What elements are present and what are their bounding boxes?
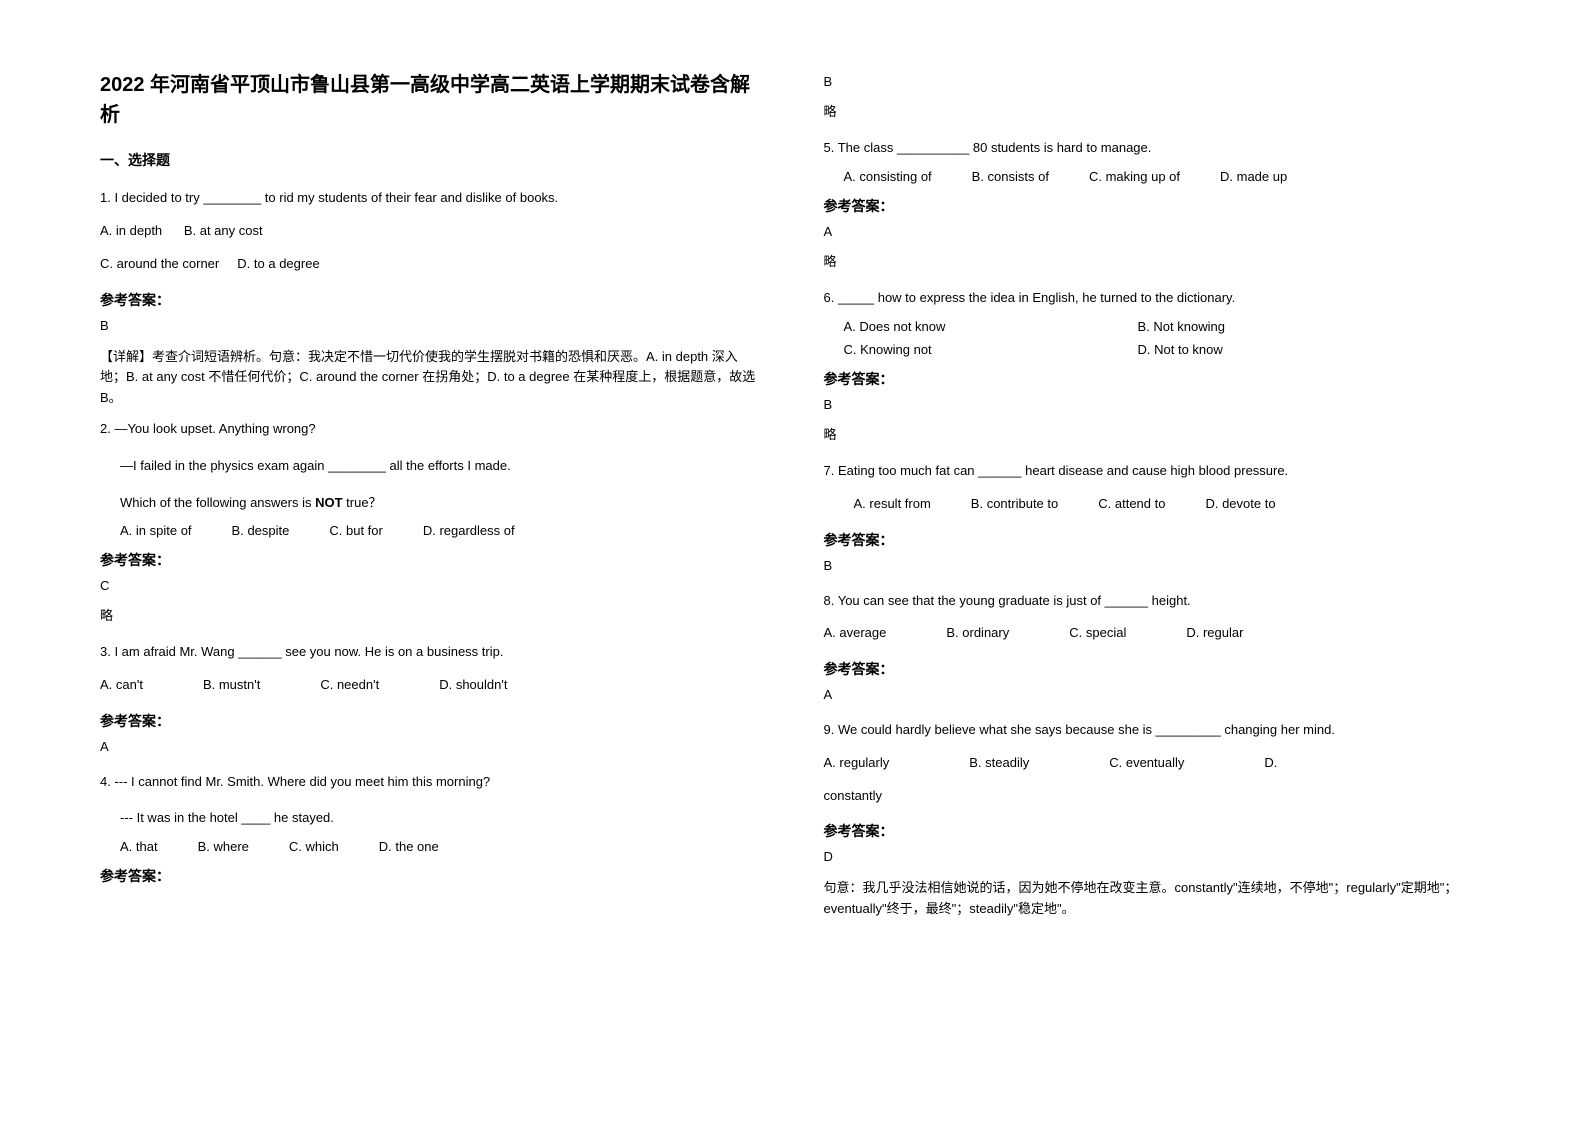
q1-explain: 【详解】考查介词短语辨析。句意：我决定不惜一切代价使我的学生摆脱对书籍的恐惧和厌… [100, 347, 764, 409]
q8-answer-label: 参考答案： [824, 659, 1488, 679]
question-4-line2: --- It was in the hotel ____ he stayed. [100, 808, 764, 829]
question-5-options: A. consisting of B. consists of C. makin… [824, 169, 1488, 184]
question-3-text: 3. I am afraid Mr. Wang ______ see you n… [100, 642, 764, 663]
q9-optD-text: constantly [824, 784, 1488, 807]
q7-optA: A. result from [854, 492, 931, 515]
q9-optD: D. [1264, 751, 1277, 774]
q4-optA: A. that [120, 839, 158, 854]
q3-optA: A. can't [100, 673, 143, 696]
q6-skip: 略 [824, 424, 1488, 443]
question-5-text: 5. The class __________ 80 students is h… [824, 138, 1488, 159]
q3-answer-label: 参考答案： [100, 711, 764, 731]
q4-answer: B [824, 74, 1488, 89]
q4-answer-label: 参考答案： [100, 866, 764, 886]
question-9-options: A. regularly B. steadily C. eventually D… [824, 751, 1488, 774]
q6-optC: C. Knowing not [844, 338, 1134, 361]
q7-optB: B. contribute to [971, 492, 1058, 515]
q6-optA: A. Does not know [844, 315, 1134, 338]
question-6-options: A. Does not know B. Not knowing C. Knowi… [844, 315, 1488, 362]
question-7-text: 7. Eating too much fat can ______ heart … [824, 461, 1488, 482]
q7-optC: C. attend to [1098, 492, 1165, 515]
q5-optA: A. consisting of [844, 169, 932, 184]
q4-optB: B. where [198, 839, 249, 854]
q2-answer-label: 参考答案： [100, 550, 764, 570]
question-2-line3: Which of the following answers is NOT tr… [100, 493, 764, 514]
q2-optC: C. but for [329, 523, 382, 538]
q9-optA: A. regularly [824, 751, 890, 774]
question-1-options: A. in depth B. at any cost [100, 219, 764, 242]
q7-answer-label: 参考答案： [824, 530, 1488, 550]
section-header: 一、选择题 [100, 150, 764, 170]
question-3-options: A. can't B. mustn't C. needn't D. should… [100, 673, 764, 696]
question-2-text: 2. —You look upset. Anything wrong? [100, 419, 764, 440]
q1-answer: B [100, 318, 764, 333]
left-column: 2022 年河南省平顶山市鲁山县第一高级中学高二英语上学期期末试卷含解析 一、选… [100, 70, 764, 1052]
q3-answer: A [100, 739, 764, 754]
q6-optD: D. Not to know [1138, 338, 1428, 361]
q2-optB: B. despite [232, 523, 290, 538]
question-1-text: 1. I decided to try ________ to rid my s… [100, 188, 764, 209]
q2-skip: 略 [100, 605, 764, 624]
q4-skip: 略 [824, 101, 1488, 120]
q8-optD: D. regular [1186, 621, 1243, 644]
question-4-text: 4. --- I cannot find Mr. Smith. Where di… [100, 772, 764, 793]
question-8-text: 8. You can see that the young graduate i… [824, 591, 1488, 612]
q1-answer-label: 参考答案： [100, 290, 764, 310]
q5-answer-label: 参考答案： [824, 196, 1488, 216]
question-6-text: 6. _____ how to express the idea in Engl… [824, 288, 1488, 309]
q2-answer: C [100, 578, 764, 593]
q1-optB: B. at any cost [184, 223, 263, 238]
q8-optB: B. ordinary [946, 621, 1009, 644]
q9-answer-label: 参考答案： [824, 821, 1488, 841]
q8-optA: A. average [824, 621, 887, 644]
question-2-options: A. in spite of B. despite C. but for D. … [100, 523, 764, 538]
q2-optA: A. in spite of [120, 523, 192, 538]
q5-optD: D. made up [1220, 169, 1287, 184]
q3-optD: D. shouldn't [439, 673, 507, 696]
q9-answer: D [824, 849, 1488, 864]
q4-optD: D. the one [379, 839, 439, 854]
q8-optC: C. special [1069, 621, 1126, 644]
question-7-options: A. result from B. contribute to C. atten… [824, 492, 1488, 515]
q5-optC: C. making up of [1089, 169, 1180, 184]
q9-optC: C. eventually [1109, 751, 1184, 774]
q5-optB: B. consists of [972, 169, 1049, 184]
q3-optC: C. needn't [320, 673, 379, 696]
q3-optB: B. mustn't [203, 673, 260, 696]
q5-answer: A [824, 224, 1488, 239]
q8-answer: A [824, 687, 1488, 702]
right-column: B 略 5. The class __________ 80 students … [824, 70, 1488, 1052]
q1-optD: D. to a degree [237, 256, 319, 271]
q6-answer-label: 参考答案： [824, 369, 1488, 389]
document-title: 2022 年河南省平顶山市鲁山县第一高级中学高二英语上学期期末试卷含解析 [100, 70, 764, 130]
q9-optB: B. steadily [969, 751, 1029, 774]
question-2-line2: —I failed in the physics exam again ____… [100, 456, 764, 477]
q1-optC: C. around the corner [100, 256, 219, 271]
question-9-text: 9. We could hardly believe what she says… [824, 720, 1488, 741]
q2-optD: D. regardless of [423, 523, 515, 538]
q7-optD: D. devote to [1205, 492, 1275, 515]
q7-answer: B [824, 558, 1488, 573]
question-4-options: A. that B. where C. which D. the one [100, 839, 764, 854]
question-1-options-2: C. around the corner D. to a degree [100, 252, 764, 275]
q6-answer: B [824, 397, 1488, 412]
q5-skip: 略 [824, 251, 1488, 270]
q9-explain: 句意：我几乎没法相信她说的话，因为她不停地在改变主意。constantly"连续… [824, 878, 1488, 920]
q4-optC: C. which [289, 839, 339, 854]
q1-optA: A. in depth [100, 223, 162, 238]
question-8-options: A. average B. ordinary C. special D. reg… [824, 621, 1488, 644]
q6-optB: B. Not knowing [1138, 315, 1428, 338]
